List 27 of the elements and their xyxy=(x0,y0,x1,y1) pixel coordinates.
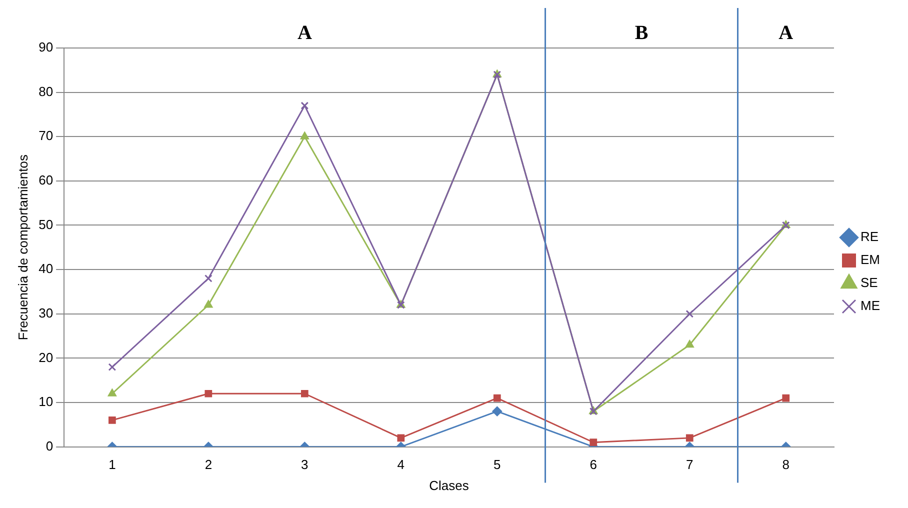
text: A xyxy=(297,22,312,44)
y-tick-label: 80 xyxy=(38,84,54,99)
x-tick-label: 4 xyxy=(397,457,405,472)
text: B xyxy=(634,22,648,44)
y-tick-label: 40 xyxy=(38,261,54,276)
y-tick-label: 0 xyxy=(46,438,54,454)
y-tick-label: 70 xyxy=(38,128,54,144)
legend-label: EM xyxy=(860,252,880,268)
x-tick-label: 6 xyxy=(590,457,598,472)
y-tick-label: 30 xyxy=(38,305,54,320)
legend-label: SE xyxy=(860,275,878,290)
text: A xyxy=(778,22,794,44)
legend-label: RE xyxy=(860,229,879,244)
x-tick-label: 3 xyxy=(301,457,308,472)
x-axis-title: Clases xyxy=(429,478,470,493)
y-tick-label: 50 xyxy=(38,216,54,232)
y-tick-label: 90 xyxy=(38,40,54,55)
y-tick-label: 60 xyxy=(38,172,54,188)
x-tick-label: 5 xyxy=(494,457,501,472)
x-tick-label: 2 xyxy=(204,457,212,472)
legend-label: ME xyxy=(860,298,880,314)
x-tick-label: 7 xyxy=(686,457,694,472)
x-tick-label: 8 xyxy=(782,457,790,472)
y-axis-title: Frecuencia de comportamientos xyxy=(15,154,30,340)
y-tick-label: 10 xyxy=(38,394,54,410)
y-tick-label: 20 xyxy=(38,350,54,365)
x-tick-label: 1 xyxy=(108,457,116,472)
